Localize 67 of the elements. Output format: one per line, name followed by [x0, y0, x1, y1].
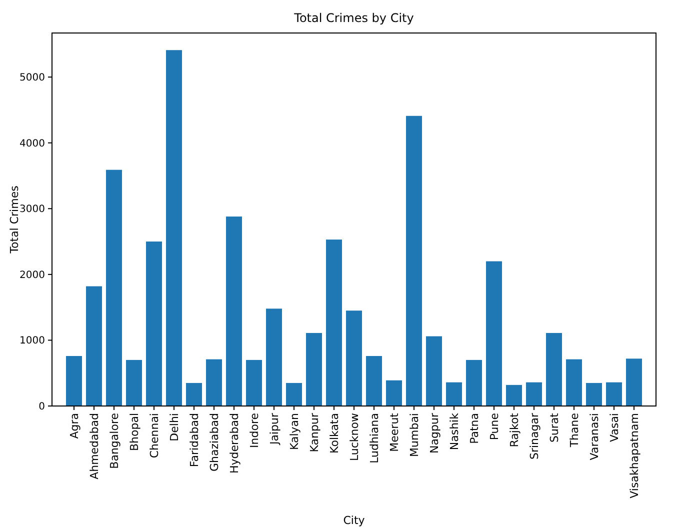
bar: [186, 382, 202, 406]
bar: [386, 380, 402, 406]
bar: [466, 360, 482, 406]
bar: [226, 216, 242, 406]
bar: [306, 332, 322, 406]
x-tick-label: Rajkot: [508, 412, 521, 448]
bar: [566, 359, 582, 406]
x-tick-label: Nashik: [448, 412, 461, 450]
bar: [166, 50, 182, 406]
x-tick-label: Agra: [68, 413, 81, 439]
y-tick-label: 1000: [20, 336, 45, 347]
chart-title: Total Crimes by City: [293, 11, 414, 25]
x-tick-label: Nagpur: [428, 412, 441, 454]
y-tick-label: 4000: [20, 138, 45, 150]
x-tick-label: Varanasi: [588, 413, 601, 460]
bar: [206, 359, 222, 406]
x-tick-label: Pune: [488, 412, 501, 440]
x-tick-label: Ghaziabad: [208, 413, 221, 472]
x-tick-label: Srinagar: [528, 412, 541, 460]
x-axis-title: City: [343, 514, 366, 527]
y-tick-label: 3000: [20, 204, 45, 216]
bar: [626, 358, 642, 406]
bar: [486, 261, 502, 406]
x-tick-label: Faridabad: [188, 413, 201, 468]
y-tick-label: 2000: [20, 270, 45, 281]
x-tick-label: Ahmedabad: [88, 413, 101, 480]
bar: [106, 170, 122, 406]
x-tick-label: Lucknow: [348, 413, 361, 462]
x-tick-label: Kanpur: [308, 412, 321, 452]
y-tick-label: 0: [38, 402, 45, 412]
x-tick-label: Surat: [548, 412, 561, 443]
bar: [366, 356, 382, 406]
bar: [526, 382, 542, 406]
y-tick-label: 5000: [20, 72, 45, 84]
bar: [146, 242, 162, 406]
bar: [586, 382, 602, 406]
x-tick-label: Bangalore: [108, 412, 121, 469]
bar: [606, 382, 622, 406]
x-tick-label: Delhi: [168, 413, 181, 442]
x-tick-label: Kolkata: [328, 413, 341, 454]
bar: [426, 336, 442, 406]
bar: [86, 286, 102, 406]
bar: [66, 356, 82, 406]
bar: [246, 360, 262, 406]
bar: [506, 384, 522, 406]
bar: [126, 360, 142, 406]
bar: [346, 310, 362, 406]
x-tick-label: Indore: [248, 412, 261, 448]
x-tick-label: Vasai: [608, 413, 621, 442]
x-tick-label: Ludhiana: [368, 413, 381, 464]
x-tick-label: Thane: [568, 412, 581, 448]
bar: [446, 382, 462, 406]
bar: [406, 116, 422, 406]
x-tick-label: Meerut: [388, 412, 401, 452]
x-tick-label: Kalyan: [288, 412, 301, 450]
x-tick-label: Chennai: [148, 413, 161, 458]
y-axis-title: Total Crimes: [8, 185, 21, 254]
x-tick-label: Jaipur: [268, 412, 281, 446]
x-tick-label: Visakhapatnam: [628, 413, 641, 498]
bar: [266, 308, 282, 406]
bar: [286, 382, 302, 406]
bar: [546, 332, 562, 406]
x-tick-label: Patna: [468, 413, 481, 444]
x-tick-label: Bhopal: [128, 413, 141, 452]
x-tick-label: Hyderabad: [228, 413, 241, 474]
x-tick-label: Mumbai: [408, 413, 421, 457]
bar: [326, 240, 342, 406]
